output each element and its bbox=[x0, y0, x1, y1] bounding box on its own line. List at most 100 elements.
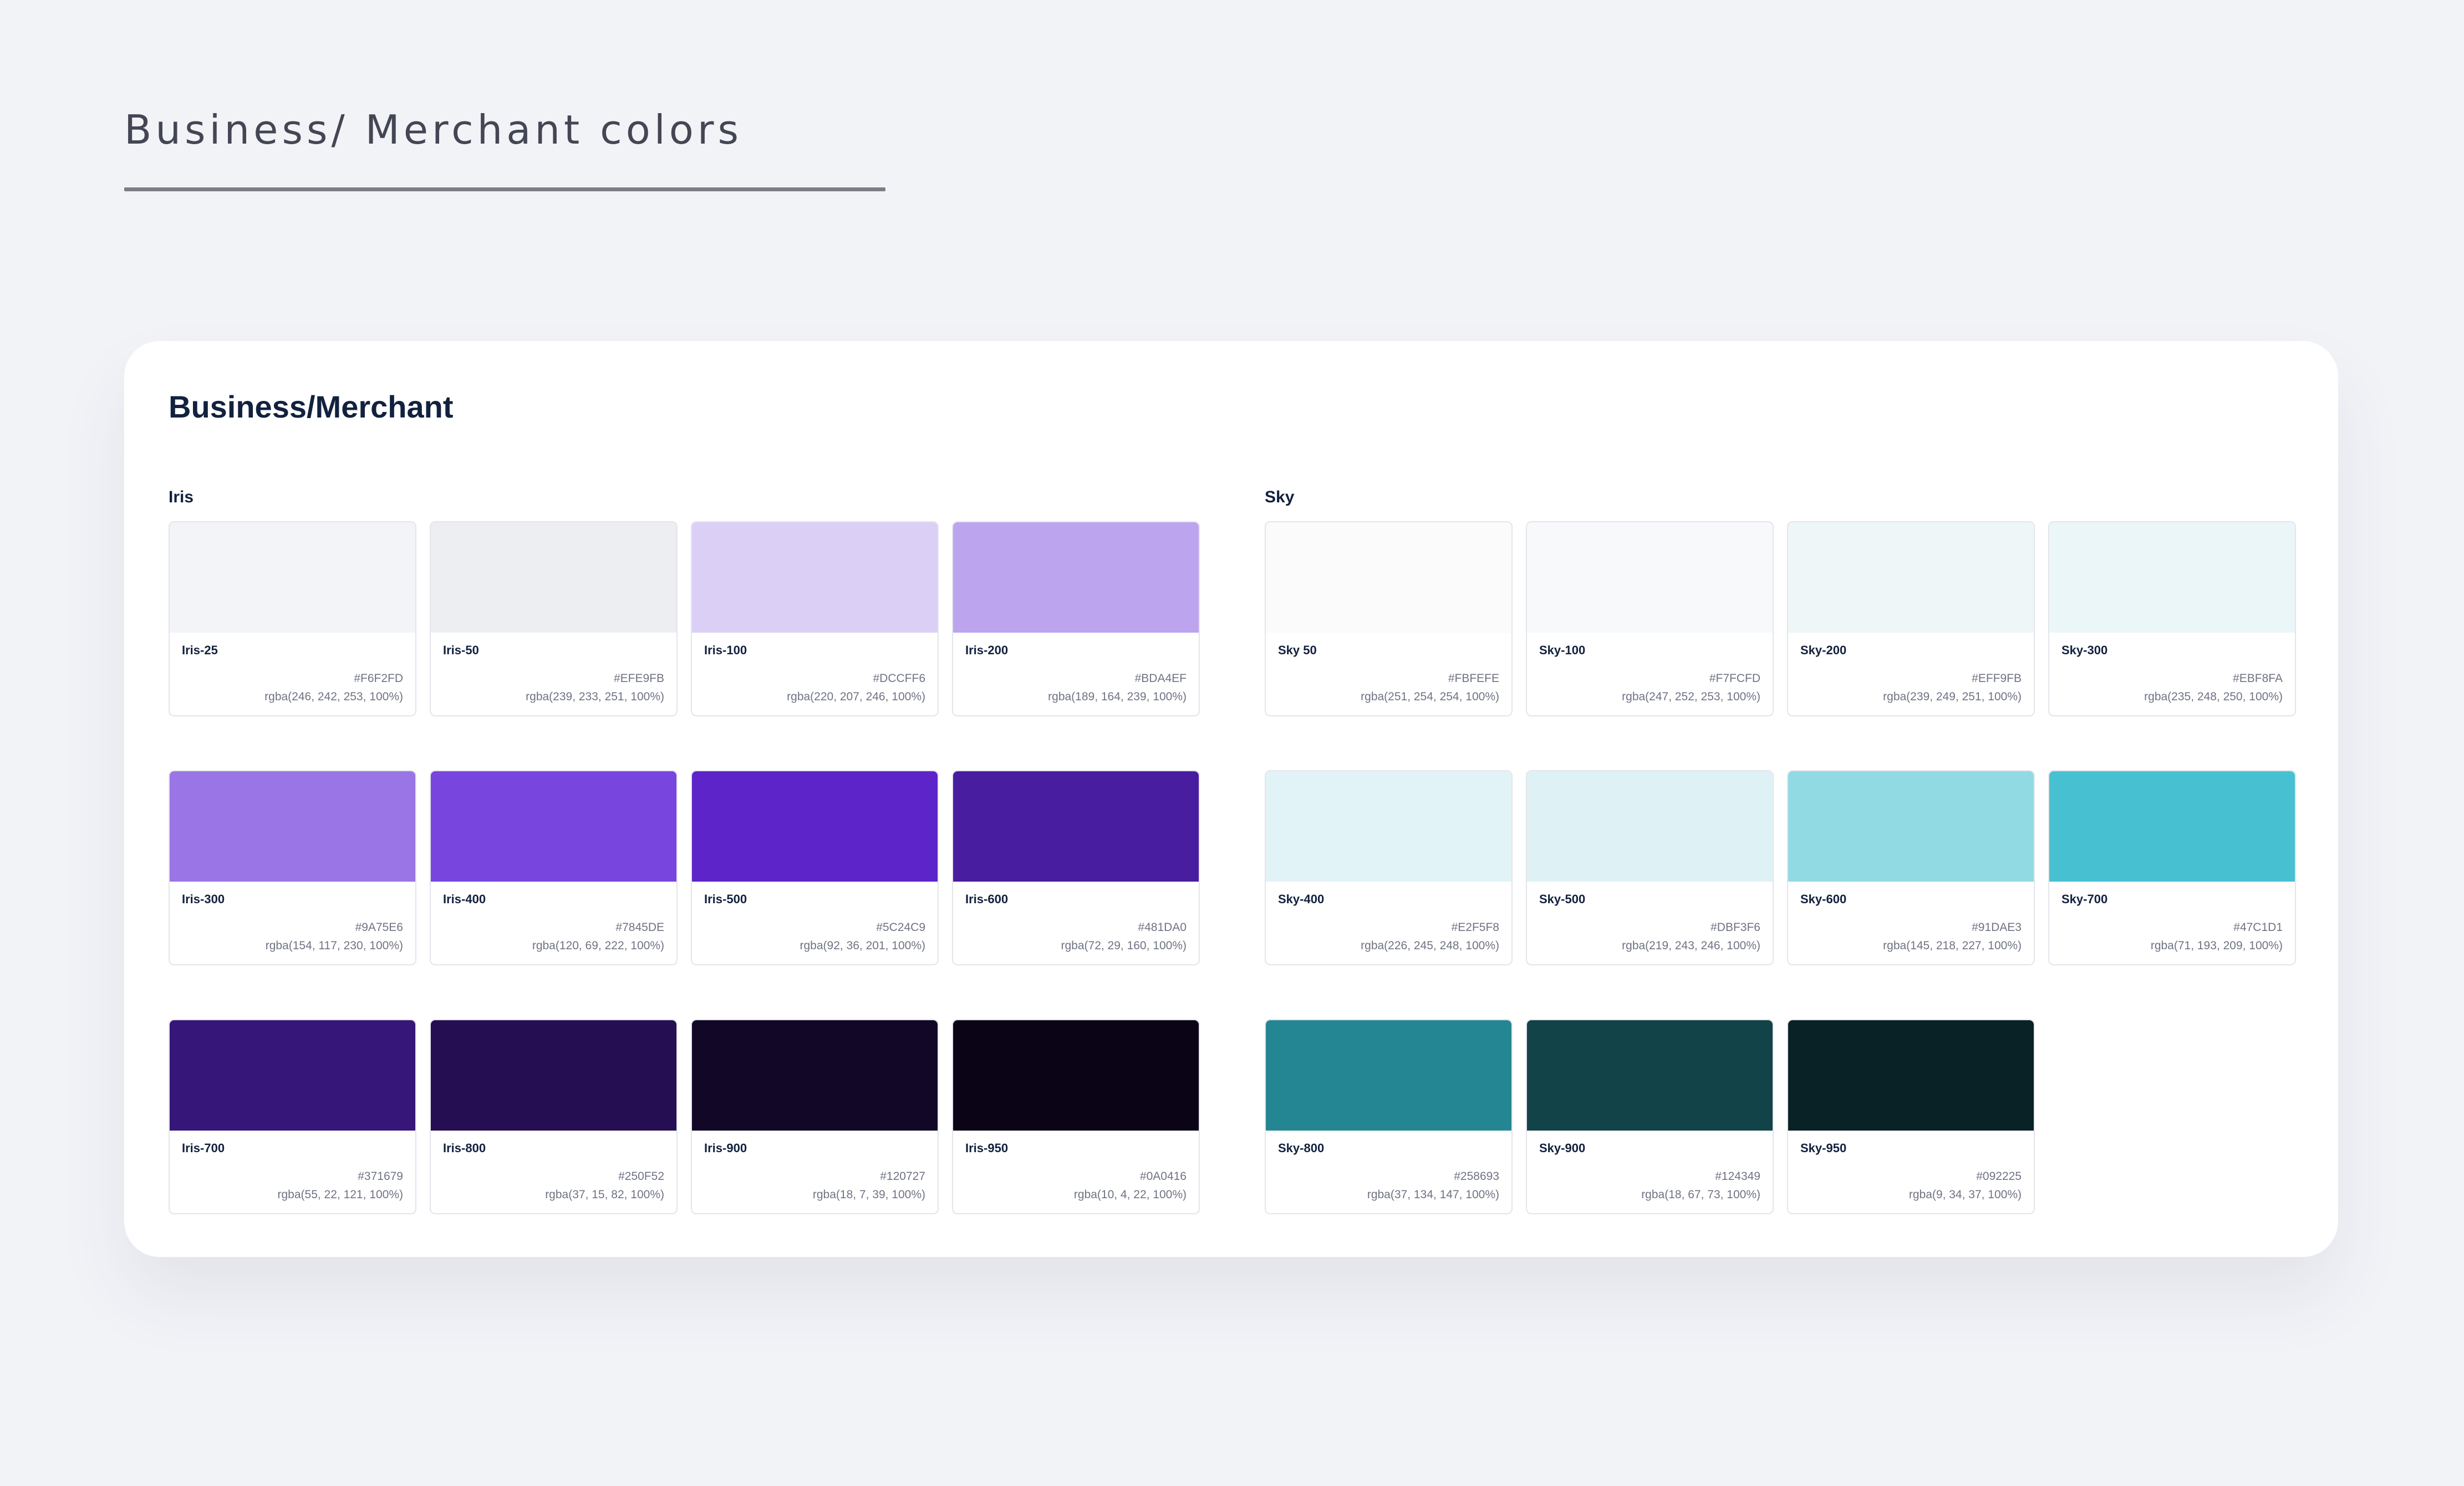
swatch-rgba: rgba(239, 233, 251, 100%) bbox=[526, 690, 664, 703]
swatch-name: Sky 50 bbox=[1278, 643, 1317, 657]
swatch-rgba: rgba(154, 117, 230, 100%) bbox=[265, 939, 403, 952]
color-chip bbox=[692, 1020, 938, 1131]
swatch-rgba: rgba(37, 15, 82, 100%) bbox=[545, 1188, 664, 1201]
color-swatch[interactable]: Iris-50 #EFE9FB rgba(239, 233, 251, 100%) bbox=[430, 521, 678, 716]
color-chip bbox=[1788, 771, 2034, 882]
swatch-name: Iris-100 bbox=[704, 643, 747, 657]
color-chip bbox=[431, 771, 676, 882]
swatch-hex: #DCCFF6 bbox=[873, 672, 925, 685]
swatch-rgba: rgba(18, 67, 73, 100%) bbox=[1641, 1188, 1760, 1201]
page-title: Business/ Merchant colors bbox=[124, 106, 742, 153]
color-chip bbox=[1266, 771, 1511, 882]
color-chip bbox=[1527, 771, 1773, 882]
swatch-rgba: rgba(251, 254, 254, 100%) bbox=[1361, 690, 1499, 703]
color-chip bbox=[431, 522, 676, 633]
color-swatch[interactable]: Iris-700 #371679 rgba(55, 22, 121, 100%) bbox=[169, 1019, 416, 1214]
swatch-name: Sky-950 bbox=[1800, 1141, 1847, 1155]
color-chip bbox=[1527, 522, 1773, 633]
color-swatch[interactable]: Iris-100 #DCCFF6 rgba(220, 207, 246, 100%) bbox=[691, 521, 939, 716]
swatch-hex: #DBF3F6 bbox=[1710, 921, 1760, 934]
swatch-rgba: rgba(239, 249, 251, 100%) bbox=[1883, 690, 2022, 703]
color-swatch[interactable]: Sky-300 #EBF8FA rgba(235, 248, 250, 100%) bbox=[2048, 521, 2296, 716]
swatch-hex: #47C1D1 bbox=[2233, 921, 2283, 934]
swatch-rgba: rgba(247, 252, 253, 100%) bbox=[1622, 690, 1760, 703]
color-chip bbox=[692, 771, 938, 882]
color-swatch[interactable]: Sky-600 #91DAE3 rgba(145, 218, 227, 100%) bbox=[1787, 770, 2035, 965]
swatch-name: Sky-500 bbox=[1539, 892, 1586, 906]
group-label: Sky bbox=[1265, 488, 1295, 506]
swatch-rgba: rgba(235, 248, 250, 100%) bbox=[2144, 690, 2283, 703]
swatch-name: Iris-500 bbox=[704, 892, 747, 906]
swatch-rgba: rgba(37, 134, 147, 100%) bbox=[1367, 1188, 1499, 1201]
color-swatch[interactable]: Sky-950 #092225 rgba(9, 34, 37, 100%) bbox=[1787, 1019, 2035, 1214]
color-swatch[interactable]: Sky-100 #F7FCFD rgba(247, 252, 253, 100%) bbox=[1526, 521, 1774, 716]
swatch-name: Sky-600 bbox=[1800, 892, 1847, 906]
swatch-name: Iris-400 bbox=[443, 892, 486, 906]
swatch-name: Sky-200 bbox=[1800, 643, 1847, 657]
color-chip bbox=[170, 522, 415, 633]
swatch-rgba: rgba(145, 218, 227, 100%) bbox=[1883, 939, 2022, 952]
swatch-hex: #EBF8FA bbox=[2233, 672, 2283, 685]
swatch-name: Iris-950 bbox=[965, 1141, 1009, 1155]
color-chip bbox=[1266, 1020, 1511, 1131]
title-underline bbox=[124, 187, 885, 191]
swatch-rgba: rgba(10, 4, 22, 100%) bbox=[1073, 1188, 1187, 1201]
color-swatch[interactable]: Sky-700 #47C1D1 rgba(71, 193, 209, 100%) bbox=[2048, 770, 2296, 965]
color-chip bbox=[1788, 1020, 2034, 1131]
swatch-hex: #7845DE bbox=[615, 921, 664, 934]
swatch-hex: #250F52 bbox=[618, 1170, 664, 1183]
color-swatch[interactable]: Sky-500 #DBF3F6 rgba(219, 243, 246, 100%) bbox=[1526, 770, 1774, 965]
color-swatch[interactable]: Sky-800 #258693 rgba(37, 134, 147, 100%) bbox=[1265, 1019, 1513, 1214]
color-swatch[interactable]: Sky-400 #E2F5F8 rgba(226, 245, 248, 100%) bbox=[1265, 770, 1513, 965]
swatch-grid: Sky 50 #FBFEFE rgba(251, 254, 254, 100%) S… bbox=[1265, 521, 2296, 1214]
color-swatch[interactable]: Sky 50 #FBFEFE rgba(251, 254, 254, 100%) bbox=[1265, 521, 1513, 716]
swatch-name: Iris-900 bbox=[704, 1141, 747, 1155]
swatch-hex: #0A0416 bbox=[1139, 1170, 1187, 1183]
color-swatch[interactable]: Iris-900 #120727 rgba(18, 7, 39, 100%) bbox=[691, 1019, 939, 1214]
color-swatch[interactable]: Sky-900 #124349 rgba(18, 67, 73, 100%) bbox=[1526, 1019, 1774, 1214]
swatch-name: Iris-800 bbox=[443, 1141, 486, 1155]
color-chip bbox=[1788, 522, 2034, 633]
swatch-rgba: rgba(9, 34, 37, 100%) bbox=[1908, 1188, 2022, 1201]
color-chip bbox=[431, 1020, 676, 1131]
swatch-hex: #481DA0 bbox=[1138, 921, 1187, 934]
swatch-rgba: rgba(226, 245, 248, 100%) bbox=[1361, 939, 1499, 952]
color-swatch[interactable]: Iris-800 #250F52 rgba(37, 15, 82, 100%) bbox=[430, 1019, 678, 1214]
swatch-name: Sky-700 bbox=[2061, 892, 2108, 906]
color-swatch[interactable]: Iris-25 #F6F2FD rgba(246, 242, 253, 100%) bbox=[169, 521, 416, 716]
swatch-hex: #124349 bbox=[1715, 1170, 1760, 1183]
color-swatch[interactable]: Iris-600 #481DA0 rgba(72, 29, 160, 100%) bbox=[952, 770, 1200, 965]
swatch-hex: #9A75E6 bbox=[355, 921, 403, 934]
color-chip bbox=[170, 771, 415, 882]
color-chip bbox=[953, 522, 1199, 633]
swatch-name: Iris-25 bbox=[182, 643, 218, 657]
swatch-hex: #EFE9FB bbox=[613, 672, 664, 685]
swatch-hex: #258693 bbox=[1454, 1170, 1499, 1183]
swatch-name: Iris-50 bbox=[443, 643, 479, 657]
swatch-name: Sky-900 bbox=[1539, 1141, 1586, 1155]
swatch-hex: #91DAE3 bbox=[1972, 921, 2022, 934]
color-swatch[interactable]: Iris-400 #7845DE rgba(120, 69, 222, 100%) bbox=[430, 770, 678, 965]
swatch-rgba: rgba(71, 193, 209, 100%) bbox=[2150, 939, 2283, 952]
color-swatch[interactable]: Iris-200 #BDA4EF rgba(189, 164, 239, 100%) bbox=[952, 521, 1200, 716]
swatch-hex: #BDA4EF bbox=[1134, 672, 1187, 685]
swatch-name: Iris-200 bbox=[965, 643, 1009, 657]
swatch-hex: #F6F2FD bbox=[354, 672, 403, 685]
swatch-name: Sky-800 bbox=[1278, 1141, 1325, 1155]
color-chip bbox=[170, 1020, 415, 1131]
swatch-hex: #E2F5F8 bbox=[1451, 921, 1499, 934]
color-chip bbox=[1266, 522, 1511, 633]
swatch-name: Sky-100 bbox=[1539, 643, 1586, 657]
color-swatch[interactable]: Iris-950 #0A0416 rgba(10, 4, 22, 100%) bbox=[952, 1019, 1200, 1214]
color-swatch[interactable]: Iris-300 #9A75E6 rgba(154, 117, 230, 100%) bbox=[169, 770, 416, 965]
swatch-name: Iris-300 bbox=[182, 892, 225, 906]
swatch-hex: #5C24C9 bbox=[876, 921, 925, 934]
color-chip bbox=[692, 522, 938, 633]
swatch-hex: #EFF9FB bbox=[1972, 672, 2022, 685]
color-swatch[interactable]: Iris-500 #5C24C9 rgba(92, 36, 201, 100%) bbox=[691, 770, 939, 965]
color-swatch[interactable]: Sky-200 #EFF9FB rgba(239, 249, 251, 100%) bbox=[1787, 521, 2035, 716]
swatch-hex: #F7FCFD bbox=[1709, 672, 1760, 685]
color-chip bbox=[2049, 771, 2295, 882]
color-chip bbox=[953, 771, 1199, 882]
swatch-rgba: rgba(72, 29, 160, 100%) bbox=[1061, 939, 1187, 952]
